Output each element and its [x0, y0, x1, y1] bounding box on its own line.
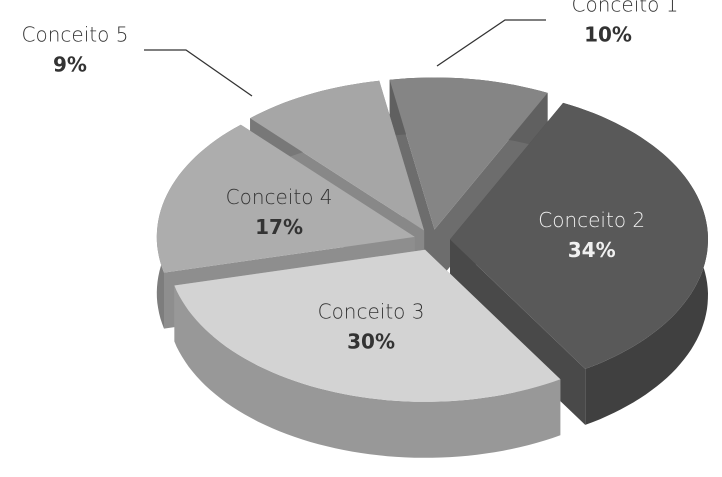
slice-label: Conceito 2 [538, 208, 645, 232]
slice-wall [174, 285, 561, 458]
slice [174, 249, 561, 402]
slice-value-label: 30% [347, 330, 395, 354]
slice-label: Conceito 5 [22, 23, 129, 47]
slice [450, 102, 708, 369]
slice-value-label: 9% [53, 53, 87, 77]
slice-value-label: 34% [568, 238, 616, 262]
slice-value-label: 10% [584, 23, 632, 47]
slice-label: Conceito 4 [226, 185, 333, 209]
slice-label: Conceito 3 [318, 300, 425, 324]
leader-line [436, 19, 546, 67]
slice-label: Conceito 1 [572, 0, 679, 17]
slice-value-label: 17% [255, 215, 303, 239]
slice [250, 80, 425, 231]
leader-line [144, 49, 253, 97]
slice [389, 77, 548, 230]
slice [156, 124, 415, 273]
